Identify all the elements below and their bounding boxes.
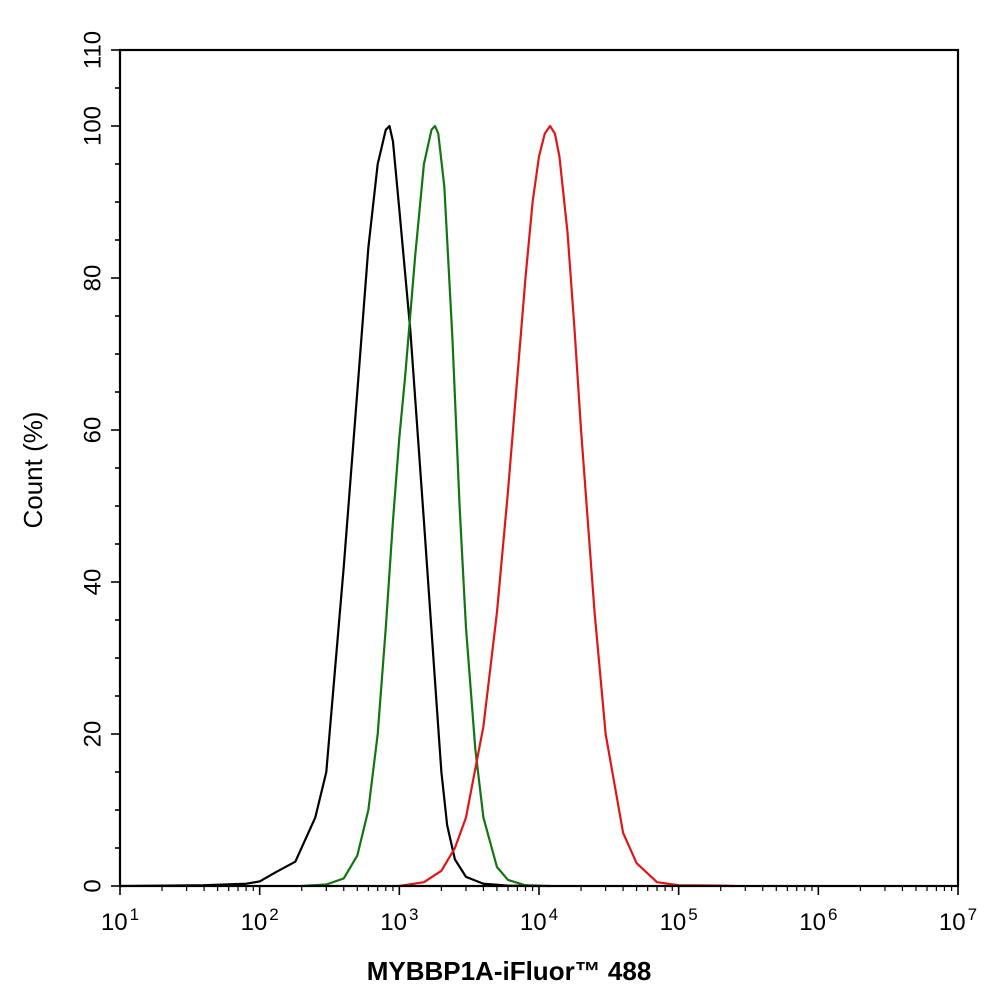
x-tick-label: 10 6 <box>799 905 837 936</box>
x-tick-label: 10 3 <box>380 905 418 936</box>
y-tick-label: 0 <box>79 879 106 892</box>
y-tick-label: 100 <box>79 106 106 146</box>
x-tick-label: 10 1 <box>101 905 139 936</box>
series-line-3 <box>398 124 736 888</box>
tick-labels: 0 20 40 60 80 100 110 10 1 10 2 10 3 10 4 10 5 10 6 10 7 <box>79 31 977 936</box>
x-tick-label: 10 2 <box>241 905 279 936</box>
y-tick-label: 60 <box>79 417 106 444</box>
y-tick-label: 20 <box>79 721 106 748</box>
x-tick-label: 10 4 <box>520 905 558 936</box>
x-tick-label: 10 5 <box>660 905 698 936</box>
x-axis-label: MYBBP1A-iFluor™ 488 <box>367 956 652 986</box>
y-tick-label: 80 <box>79 265 106 292</box>
x-tick-label: 10 7 <box>939 905 977 936</box>
series-lines <box>118 124 736 888</box>
series-line-1 <box>118 124 541 888</box>
axis-ticks <box>111 49 959 895</box>
y-tick-label: 40 <box>79 569 106 596</box>
plot-frame <box>118 48 960 888</box>
y-tick-label: 110 <box>79 31 106 69</box>
y-axis-label: Count (%) <box>18 411 48 528</box>
series-line-2 <box>300 124 552 888</box>
